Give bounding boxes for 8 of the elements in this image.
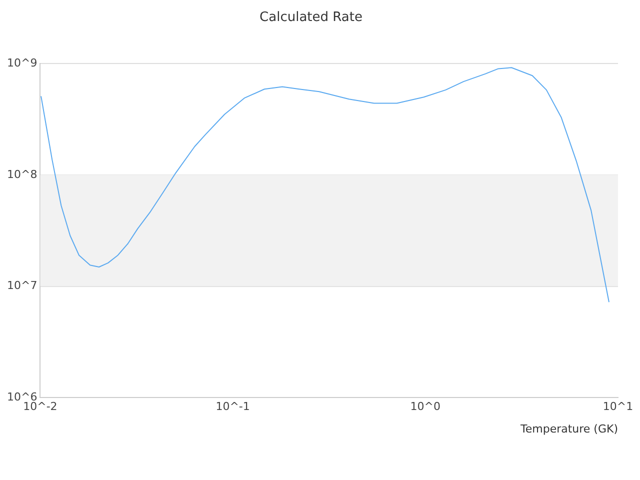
y-tick-label: 10^9 (6, 56, 38, 70)
x-axis-title: Temperature (GK) (520, 422, 618, 436)
x-tick-label: 10^-1 (216, 400, 250, 414)
x-tick-label: 10^0 (410, 400, 441, 414)
chart-title: Calculated Rate (260, 10, 362, 26)
x-tick-label: 10^1 (602, 400, 634, 414)
y-tick-label: 10^8 (6, 168, 38, 181)
y-tick-label: 10^7 (6, 279, 38, 292)
